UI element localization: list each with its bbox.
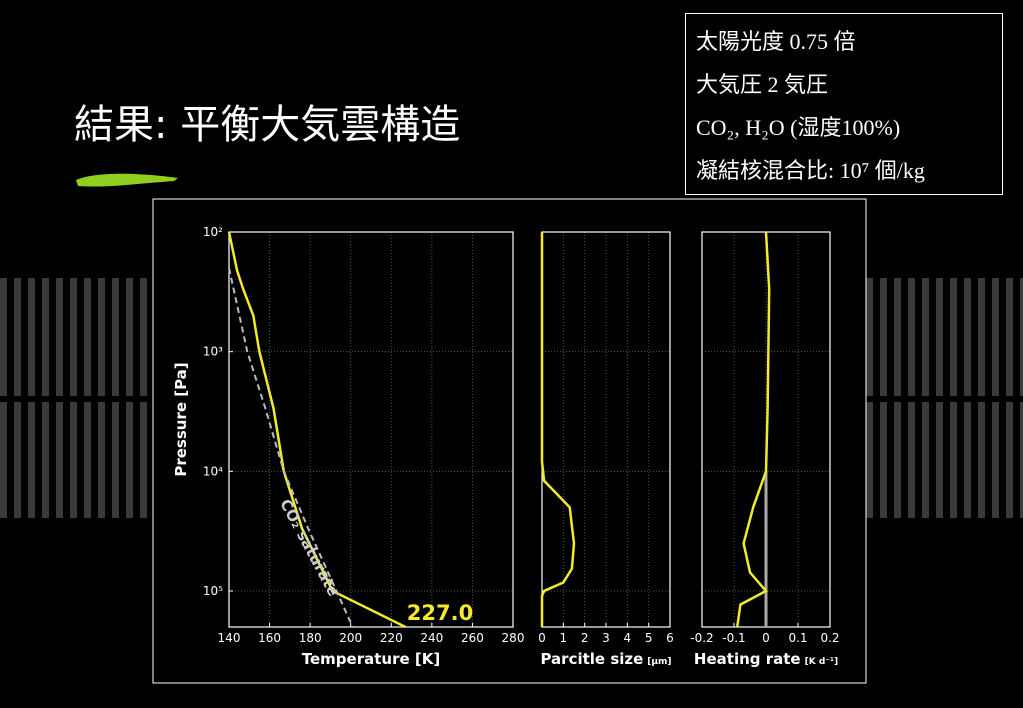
annotation: 227.0	[407, 601, 473, 625]
plot-frame	[228, 231, 514, 628]
y-tick-label: 10⁴	[203, 464, 223, 478]
x-tick-label: 240	[420, 631, 443, 645]
x-tick-label: 0	[538, 631, 546, 645]
x-tick-label: -0.1	[722, 631, 745, 645]
x-tick-label: 260	[461, 631, 484, 645]
y-tick-label: 10⁵	[203, 584, 223, 598]
x-tick-label: 3	[602, 631, 610, 645]
x-tick-label: 2	[581, 631, 589, 645]
data-line	[735, 231, 771, 628]
data-line	[540, 232, 576, 627]
x-axis-unit: [μm]	[647, 657, 671, 667]
x-tick-label: 0	[762, 631, 770, 645]
condition: 凝結核混合比: 10⁷ 個/kg	[696, 158, 925, 183]
y-axis-label: Pressure [Pa]	[172, 362, 190, 476]
chart-frame	[152, 198, 867, 684]
data-line	[228, 267, 354, 628]
x-axis-label-text: Heating rate	[694, 650, 801, 668]
condition: 大気圧 2 気圧	[696, 72, 829, 97]
x-tick-label: 220	[380, 631, 403, 645]
y-tick-label: 10³	[203, 345, 223, 359]
x-axis-unit: [K d⁻¹]	[805, 657, 838, 667]
x-tick-label: 1	[560, 631, 568, 645]
x-tick-label: 0.2	[820, 631, 839, 645]
background-stripes	[866, 278, 1023, 518]
data-line	[227, 231, 407, 629]
brush-stroke	[76, 173, 178, 187]
x-axis-label: Heating rate [K d⁻¹]	[694, 650, 838, 668]
x-tick-label: 160	[258, 631, 281, 645]
x-tick-label: 180	[299, 631, 322, 645]
x-tick-label: 280	[502, 631, 525, 645]
y-tick-label: 10²	[203, 225, 223, 239]
x-tick-label: 200	[339, 631, 362, 645]
x-tick-label: 5	[645, 631, 653, 645]
condition: CO₂, H₂O (湿度100%)	[696, 115, 901, 140]
x-tick-label: -0.2	[690, 631, 713, 645]
x-axis-label: Parcitle size [μm]	[540, 650, 671, 668]
conditions-box: 太陽光度 0.75 倍 大気圧 2 気圧 CO₂, H₂O (湿度100%) 凝…	[685, 13, 1003, 195]
x-axis-label-text: Parcitle size	[540, 650, 643, 668]
x-axis-label: Temperature [K]	[302, 650, 440, 668]
x-tick-label: 140	[218, 631, 241, 645]
x-tick-label: 4	[624, 631, 632, 645]
x-tick-label: 6	[666, 631, 674, 645]
condition: 太陽光度 0.75 倍	[696, 29, 856, 54]
slide-title: 結果: 平衡大気雲構造	[74, 102, 461, 148]
x-tick-label: 0.1	[788, 631, 807, 645]
background-stripes	[0, 278, 153, 518]
